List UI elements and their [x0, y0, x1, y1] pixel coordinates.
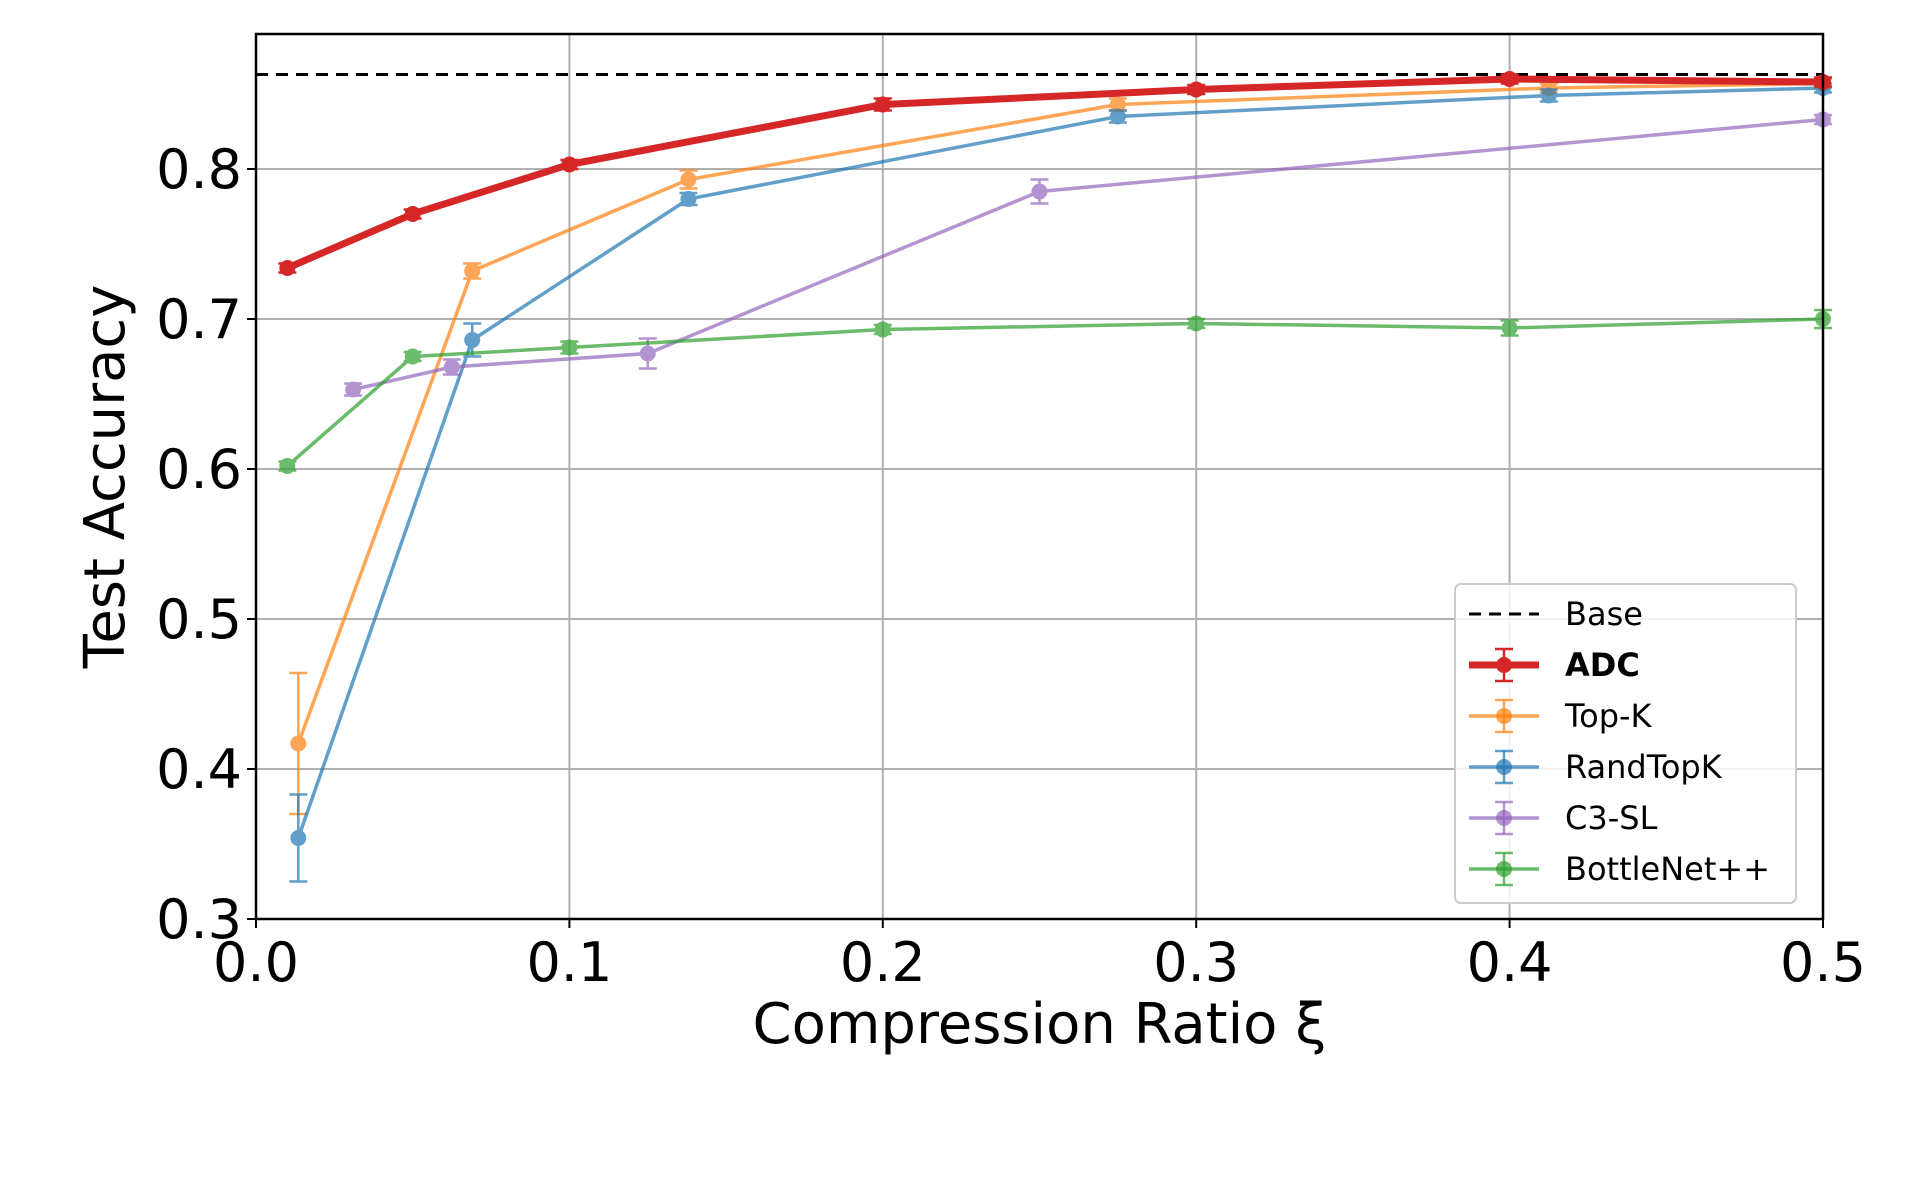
tick-layer: 0.0 0.1 0.2 0.3 0.4 0.5 0.3 0.4 0.5 0.6 0.7 0.8 [156, 138, 1866, 994]
x-tick-label: 0.0 [213, 931, 299, 994]
data-point-randtopk [464, 332, 481, 348]
y-tick-label: 0.7 [156, 288, 242, 351]
data-point-c3-sl [1031, 183, 1048, 200]
data-point-bottlenet [1188, 315, 1205, 332]
data-point-randtopk [290, 830, 307, 846]
series-c3-sl [344, 111, 1832, 398]
x-axis-title: Compression Ratio ξ [753, 992, 1327, 1057]
data-point-adc [279, 260, 296, 276]
series-line-top-k [296, 81, 1824, 745]
data-point-adc [874, 96, 891, 113]
x-tick-label: 0.5 [1780, 931, 1866, 994]
data-point-c3-sl [443, 359, 460, 375]
x-tick-label: 0.3 [1153, 931, 1239, 994]
data-point-top-k [1109, 96, 1126, 113]
data-point-randtopk [680, 191, 697, 207]
series-adc [278, 71, 1832, 276]
legend-label: ADC [1565, 646, 1640, 684]
legend-entry-bottlenet: BottleNet++ [1469, 850, 1770, 888]
series-line-adc [285, 75, 1824, 272]
legend-box [1454, 583, 1797, 904]
y-tick-label: 0.3 [156, 888, 242, 951]
data-point-c3-sl [639, 345, 656, 362]
data-point-bottlenet [1501, 320, 1518, 336]
series-bottlenet [278, 308, 1832, 474]
y-axis-title: Test Accuracy [73, 285, 138, 670]
data-point-bottlenet [874, 321, 891, 338]
data-point-bottlenet [561, 339, 578, 356]
legend-label: BottleNet++ [1565, 850, 1770, 888]
legend-label: Base [1565, 595, 1643, 633]
data-point-randtopk [1540, 87, 1557, 104]
data-point-adc [404, 206, 421, 222]
data-point-top-k [680, 171, 697, 188]
data-point-top-k [464, 263, 481, 279]
series-layer [278, 71, 1832, 883]
x-tick-label: 0.4 [1467, 931, 1553, 994]
data-point-top-k [290, 735, 307, 752]
x-tick-label: 0.2 [840, 931, 926, 994]
legend: Base ADC Top-K RandTopK C3-SL BottleNet++ [1454, 583, 1797, 904]
legend-entry-top-k: Top-K [1469, 697, 1653, 735]
data-point-adc [561, 156, 578, 173]
y-tick-label: 0.5 [156, 588, 242, 651]
x-tick-label: 0.1 [526, 931, 612, 994]
legend-label: RandTopK [1565, 748, 1723, 786]
y-tick-label: 0.6 [156, 438, 242, 501]
legend-entry-adc: ADC [1469, 646, 1640, 684]
data-point-bottlenet [279, 458, 296, 474]
series-line-randtopk [296, 86, 1824, 839]
data-point-c3-sl [345, 381, 362, 398]
legend-entry-c3-sl: C3-SL [1469, 799, 1658, 837]
legend-label: Top-K [1564, 697, 1653, 735]
series-line-bottlenet [286, 317, 1824, 468]
y-tick-label: 0.4 [156, 738, 242, 801]
legend-entry-base: Base [1469, 595, 1643, 633]
data-point-randtopk [1109, 108, 1126, 125]
plot-frame [254, 32, 1825, 921]
data-point-adc [1188, 81, 1205, 98]
y-tick-label: 0.8 [156, 138, 242, 201]
legend-label: C3-SL [1565, 799, 1658, 837]
data-point-bottlenet [404, 348, 421, 365]
data-point-adc [1501, 71, 1518, 87]
legend-entry-randtopk: RandTopK [1469, 748, 1723, 786]
